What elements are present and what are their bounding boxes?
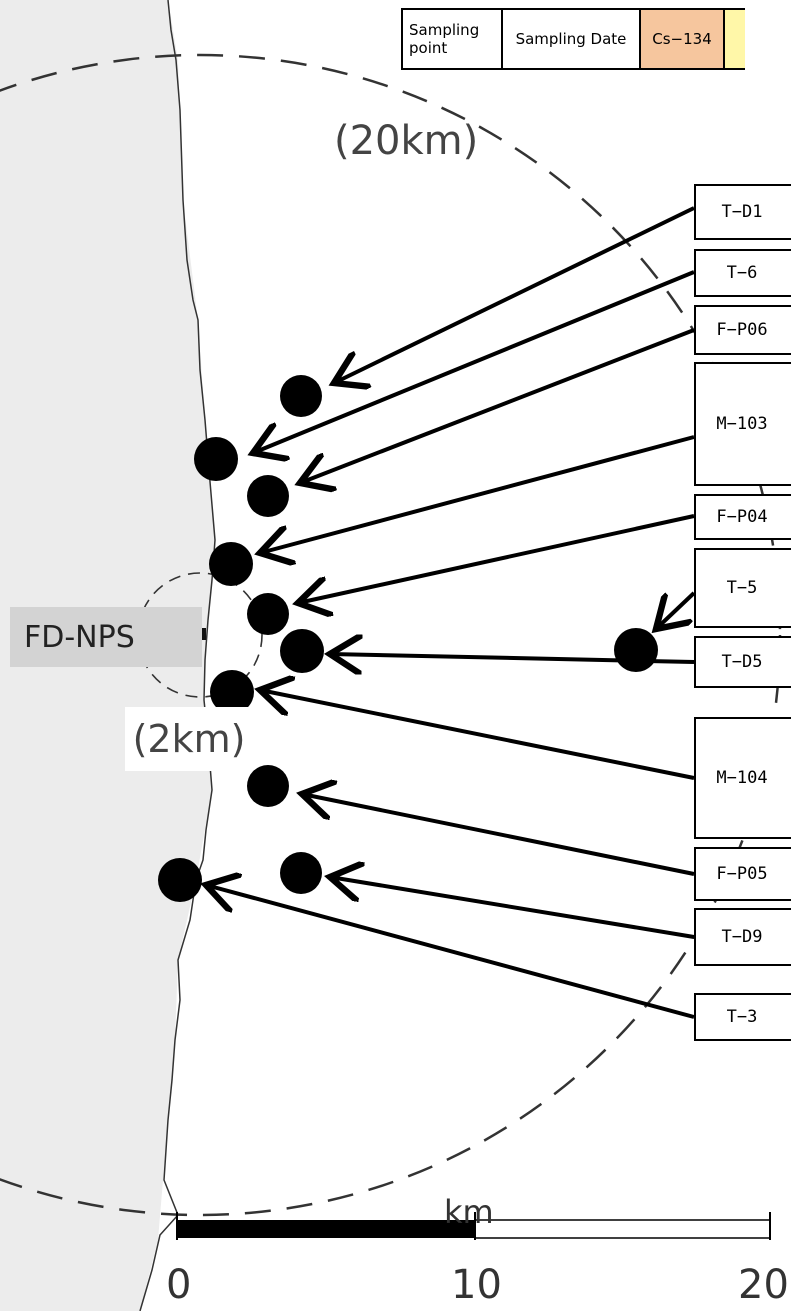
- radius-20km-circle: [0, 53, 782, 1217]
- dot-f-p06: [247, 475, 289, 517]
- radius-20km-label: (20km): [334, 118, 479, 164]
- label-t-d5: T−D5: [694, 636, 791, 688]
- dot-t-d5: [280, 629, 324, 673]
- dot-f-p04: [247, 593, 289, 635]
- arrow-t-d5: [330, 654, 695, 662]
- label-f-p05: F−P05: [694, 847, 791, 901]
- arrow-m-104: [260, 690, 695, 780]
- arrow-m-103: [260, 435, 695, 553]
- arrow-t-d1: [334, 206, 695, 383]
- arrow-t-d9: [330, 877, 695, 939]
- sampling-dots: [158, 375, 658, 902]
- label-t-3: T−3: [694, 993, 791, 1041]
- header-sampling-point: Sampling point: [401, 8, 503, 70]
- sampling-header-table: Sampling point Sampling Date Cs−134: [401, 8, 745, 70]
- scale-bar: [176, 1212, 771, 1240]
- label-f-p06: F−P06: [694, 305, 791, 355]
- arrows: [206, 206, 696, 1019]
- dot-f-p05: [247, 765, 289, 807]
- header-sampling-date: Sampling Date: [501, 8, 641, 70]
- dot-t-d1: [280, 375, 322, 417]
- dot-m-104: [210, 670, 254, 714]
- dot-t-6: [194, 437, 238, 481]
- arrow-t-5: [656, 591, 696, 629]
- plant-label: FD-NPS: [10, 607, 202, 667]
- header-next-column: [723, 8, 745, 70]
- header-cs134: Cs−134: [639, 8, 725, 70]
- label-m-104: M−104: [694, 717, 791, 839]
- arrow-f-p05: [302, 794, 695, 876]
- label-m-103: M−103: [694, 362, 791, 486]
- scale-bar-black: [177, 1220, 475, 1238]
- scale-tick-0: 0: [166, 1262, 192, 1308]
- label-t-6: T−6: [694, 249, 791, 297]
- scale-tick-10: 10: [451, 1262, 502, 1308]
- label-f-p04: F−P04: [694, 494, 791, 540]
- dot-m-103: [209, 542, 253, 586]
- arrow-f-p06: [300, 328, 695, 483]
- arrow-f-p04: [298, 514, 695, 603]
- label-t-5: T−5: [694, 548, 791, 628]
- arrow-t-6: [253, 270, 695, 453]
- dot-t-5: [614, 628, 658, 672]
- scale-bar-white: [474, 1219, 771, 1239]
- dot-t-3: [158, 858, 202, 902]
- label-t-d9: T−D9: [694, 908, 791, 966]
- arrow-t-3: [206, 885, 695, 1019]
- radius-2km-label: (2km): [125, 707, 253, 771]
- scale-tick-20: 20: [738, 1262, 789, 1308]
- scale-unit-label: km: [444, 1193, 494, 1231]
- label-t-d1: T−D1: [694, 184, 791, 240]
- radius-2km-circle: [137, 572, 263, 698]
- dot-t-d9: [280, 852, 322, 894]
